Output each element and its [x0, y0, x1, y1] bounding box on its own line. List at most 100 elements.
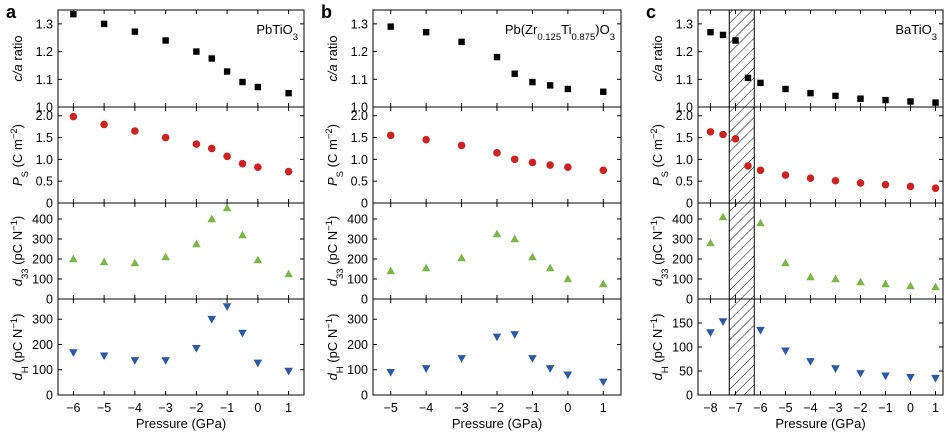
y-tick-label: 1.1	[351, 73, 368, 87]
data-point	[731, 135, 740, 143]
y-axis-label: c/a ratio	[650, 35, 665, 81]
data-point	[528, 355, 537, 363]
data-point	[285, 89, 292, 97]
data-point	[238, 329, 247, 338]
data-point	[856, 370, 865, 378]
x-tick-label: −4	[419, 401, 433, 415]
x-tick-label: −6	[66, 401, 80, 415]
y-tick-label: 200	[347, 253, 368, 267]
data-point	[564, 163, 572, 172]
y-axis-label: dH (pC N−1)	[9, 314, 31, 381]
y-tick-label: 300	[32, 313, 53, 327]
y-tick-label: 300	[347, 233, 368, 247]
data-point	[529, 78, 536, 86]
data-point	[546, 82, 554, 89]
material-label: Pb(Zr0.125Ti0.875)O3	[505, 22, 615, 43]
y-tick-label: 300	[347, 313, 368, 327]
x-tick-label: −1	[878, 401, 892, 415]
y-tick-label: 100	[32, 363, 53, 377]
panel-label: c	[646, 2, 656, 22]
y-tick-label: 200	[32, 338, 53, 352]
y-tick-label: 0	[361, 293, 368, 307]
data-point	[254, 163, 262, 172]
data-point	[69, 112, 78, 121]
data-point	[457, 253, 466, 262]
data-point	[238, 230, 247, 239]
x-tick-label: −3	[454, 401, 468, 415]
transition-region-hatch	[728, 202, 755, 300]
y-tick-label: 1.0	[351, 101, 368, 115]
y-tick-label: 150	[672, 317, 693, 331]
y-axis-label: c/a ratio	[10, 35, 25, 81]
y-axis-label: c/a ratio	[325, 35, 340, 81]
subplot-ps: 0 0.5 1.0 1.5 2.0 PS (C m−2)	[9, 106, 305, 211]
data-point	[600, 88, 607, 95]
data-point	[599, 166, 608, 175]
y-tick-label: 0	[361, 389, 368, 403]
x-tick-label: −3	[828, 401, 842, 415]
y-tick-label: 400	[672, 213, 693, 227]
y-tick-label: 100	[672, 273, 693, 287]
data-point	[807, 89, 814, 97]
y-tick-label: 1.0	[676, 101, 693, 115]
axes-frame	[57, 202, 305, 300]
x-axis-label: Pressure (GPa)	[136, 416, 226, 431]
y-axis-label: PS (C m−2)	[324, 124, 346, 186]
data-point	[223, 68, 231, 75]
data-point	[510, 331, 520, 339]
data-point	[528, 252, 537, 261]
y-tick-label: 1.1	[36, 73, 53, 87]
panel-c: c 1.0 1.1 1.2 1.3 c/a ratio 0 0.5 1.0 1.5 2.0 PS (C…	[646, 2, 944, 431]
x-tick-label: −8	[703, 401, 717, 415]
data-point	[457, 141, 466, 150]
subplot-ps: 0 0.5 1.0 1.5 2.0 PS (C m−2)	[324, 106, 622, 211]
data-point	[806, 272, 815, 281]
data-point	[386, 266, 396, 275]
y-tick-label: 1.2	[36, 45, 53, 59]
panel-a: a 1.0 1.1 1.2 1.3 c/a ratio 0 0.5 1.0 1.5 2.0 PS (C…	[6, 2, 305, 431]
data-point	[545, 365, 555, 373]
data-point	[510, 155, 519, 164]
data-point	[882, 96, 889, 104]
data-point	[832, 92, 839, 100]
data-point	[831, 274, 840, 283]
data-point	[931, 282, 940, 291]
data-point	[511, 70, 518, 77]
y-axis-label: d33 (pC N−1)	[324, 216, 346, 287]
data-point	[806, 174, 815, 182]
data-point	[831, 176, 840, 185]
data-point	[161, 252, 170, 261]
data-point	[207, 315, 217, 324]
data-point	[421, 365, 431, 373]
x-tick-label: −5	[778, 401, 792, 415]
data-point	[253, 255, 263, 264]
data-point	[545, 263, 555, 272]
x-tick-label: −4	[803, 401, 817, 415]
y-axis-label: d33 (pC N−1)	[9, 216, 31, 287]
data-point	[881, 372, 890, 381]
data-point	[284, 167, 293, 176]
data-point	[732, 37, 739, 44]
data-point	[422, 135, 430, 144]
data-point	[222, 203, 232, 212]
data-point	[69, 254, 78, 263]
data-point	[192, 344, 201, 353]
data-point	[906, 182, 915, 191]
y-tick-label: 200	[347, 338, 368, 352]
y-tick-label: 1.0	[36, 101, 53, 115]
y-tick-label: 300	[672, 233, 693, 247]
y-tick-label: 0	[46, 389, 53, 403]
y-tick-label: 1.3	[351, 17, 368, 31]
x-axis-label: Pressure (GPa)	[452, 416, 542, 431]
y-tick-label: 0.5	[36, 175, 53, 189]
subplot-ps: 0 0.5 1.0 1.5 2.0 PS (C m−2)	[649, 106, 944, 211]
y-axis-label: PS (C m−2)	[9, 124, 31, 186]
y-tick-label: 0	[686, 293, 693, 307]
x-tick-label: 0	[564, 401, 571, 415]
y-tick-label: 1.2	[351, 45, 368, 59]
data-point	[744, 162, 752, 170]
data-point	[706, 128, 715, 136]
data-point	[492, 333, 502, 342]
